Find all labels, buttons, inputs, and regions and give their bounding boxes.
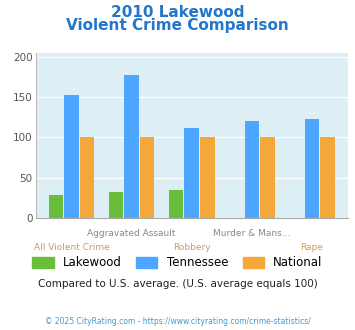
Bar bbox=[169, 190, 183, 218]
Bar bbox=[245, 121, 259, 218]
Bar bbox=[140, 137, 154, 218]
Bar bbox=[64, 95, 79, 218]
Bar bbox=[49, 195, 63, 218]
Bar bbox=[200, 137, 214, 218]
Text: All Violent Crime: All Violent Crime bbox=[34, 243, 109, 252]
Bar bbox=[124, 75, 139, 218]
Bar bbox=[80, 137, 94, 218]
Legend: Lakewood, Tennessee, National: Lakewood, Tennessee, National bbox=[28, 252, 327, 274]
Text: Aggravated Assault: Aggravated Assault bbox=[87, 229, 176, 238]
Bar bbox=[185, 128, 199, 218]
Text: Violent Crime Comparison: Violent Crime Comparison bbox=[66, 18, 289, 33]
Text: Robbery: Robbery bbox=[173, 243, 211, 252]
Text: © 2025 CityRating.com - https://www.cityrating.com/crime-statistics/: © 2025 CityRating.com - https://www.city… bbox=[45, 317, 310, 326]
Bar bbox=[109, 192, 123, 218]
Text: Murder & Mans...: Murder & Mans... bbox=[213, 229, 290, 238]
Text: Compared to U.S. average. (U.S. average equals 100): Compared to U.S. average. (U.S. average … bbox=[38, 279, 317, 289]
Text: 2010 Lakewood: 2010 Lakewood bbox=[111, 5, 244, 20]
Bar bbox=[260, 137, 275, 218]
Text: Rape: Rape bbox=[300, 243, 323, 252]
Bar bbox=[305, 119, 319, 218]
Bar bbox=[320, 137, 335, 218]
